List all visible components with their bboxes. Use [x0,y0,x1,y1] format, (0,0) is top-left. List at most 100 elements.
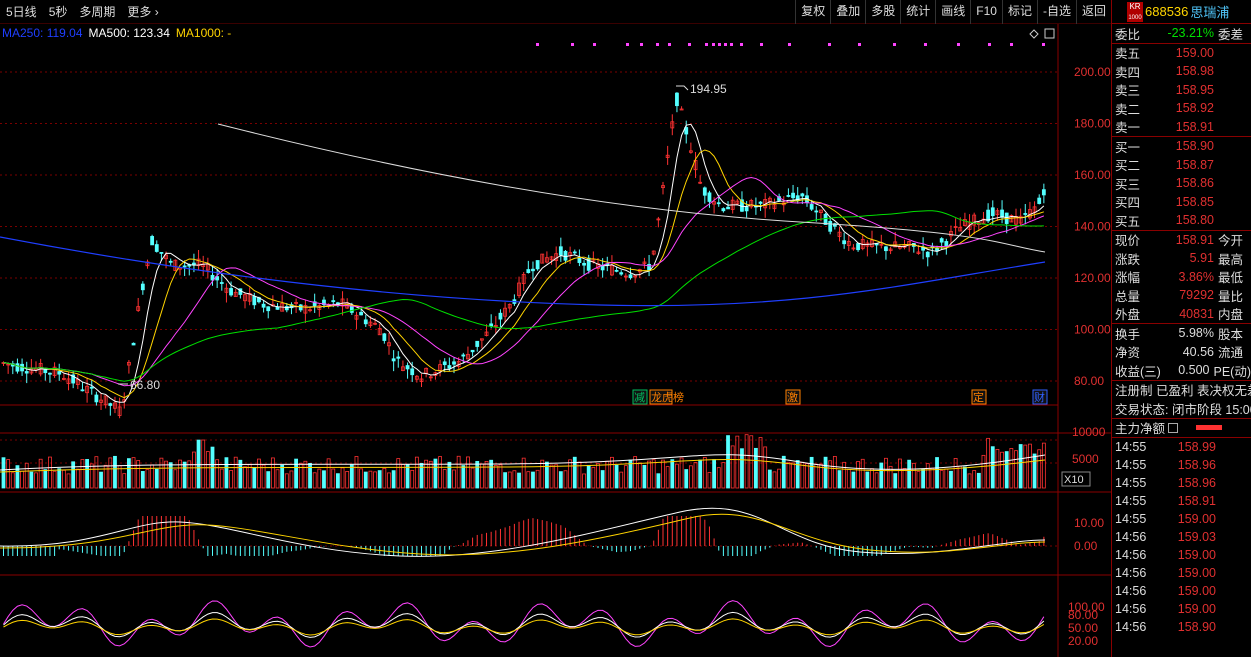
candle-body [266,306,271,312]
candle-body [377,328,382,336]
candle-body [284,306,289,311]
order-ratio-row: 委比 -23.21% 委差 [1112,24,1251,43]
volume-bar [80,459,85,489]
list-icon[interactable] [1168,422,1179,433]
volume-bar [280,464,285,489]
event-marker-label: 财 [1034,390,1045,404]
period-option-2[interactable]: 多周期 [79,5,116,19]
volume-bar [414,456,419,489]
candle-body [442,361,447,366]
tool-button-2[interactable]: 多股 [865,0,900,24]
candle-body [108,403,113,406]
quote-label: 涨幅 [1115,271,1141,286]
candle-body [698,181,703,184]
candle-body [884,246,888,252]
high-pointer [676,85,689,91]
net-flow-row[interactable]: 主力净额 [1112,419,1251,438]
volume-bar [52,470,57,489]
tick-list[interactable]: 14:55 158.99 14:55 158.96 14:55 158.96 14:55 15… [1112,438,1251,636]
quote-row: 总量 79292 量比 [1112,286,1251,305]
candle-body [1000,209,1004,218]
volume-bar [442,469,447,489]
stat-value: 5.98% [1178,326,1214,341]
price-axis-label: 200.00 [1074,65,1111,79]
volume-bar [159,457,164,489]
volume-bar [215,459,220,489]
macd-axis-label: 0.00 [1074,539,1098,553]
bid-label: 买三 [1115,177,1141,192]
volume-bar [507,471,512,489]
volume-bar [675,463,679,489]
high-label: 194.95 [690,82,727,96]
volume-bar [781,455,786,489]
volume-bar [897,458,902,489]
tool-button-4[interactable]: 画线 [935,0,970,24]
listing-info: 注册制 已盈利 表决权无差异 [1115,384,1251,399]
candles-group [1,92,1046,419]
tool-button-8[interactable]: 返回 [1075,0,1111,24]
volume-bar [252,467,257,489]
tool-button-5[interactable]: F10 [970,0,1002,24]
volume-bar [735,435,740,489]
volume-bar [261,464,266,489]
bid-label: 买一 [1115,140,1141,155]
candle-body [944,241,949,247]
candle-body [428,376,433,379]
candle-body [29,368,34,374]
volume-bar [591,466,596,489]
volume-bar [493,465,498,489]
period-option-0[interactable]: 5日线 [6,5,37,19]
candle-body [6,363,11,366]
period-option-1[interactable]: 5秒 [48,5,68,19]
kline-chart[interactable]: 200.00180.00160.00140.00120.00100.0080.0… [0,0,1111,657]
candle-body [363,319,368,325]
layout-icon [1044,28,1055,39]
candle-body [289,304,294,309]
volume-bar [656,473,661,489]
kr-badge-top: KR [1129,1,1141,11]
candle-body [675,92,679,107]
stock-code[interactable]: 688536 [1145,4,1189,19]
volume-bar [391,470,396,489]
event-marker-label: 龙虎榜 [651,390,684,404]
event-marker-label: 定 [973,390,984,404]
order-diff-label: 委差 [1218,27,1244,42]
tick-price: 159.00 [1177,512,1216,526]
candle-body [939,238,944,243]
event-dot [1042,43,1045,46]
volume-bar [29,471,34,489]
candle-body [89,386,94,389]
volume-bar [995,448,1000,489]
volume-bar [34,472,38,489]
stock-name[interactable]: 思瑞浦 [1190,5,1230,20]
candle-body [670,121,675,129]
volume-bar [684,469,689,489]
candle-body [373,322,377,325]
ma500-line [217,123,1046,253]
quote-label: 外盘 [1115,308,1141,323]
candle-body [893,241,898,248]
tool-button-7[interactable]: -自选 [1036,0,1076,24]
period-option-3[interactable]: 更多 › [127,5,159,19]
candle-body [772,204,777,210]
bid-row: 买二 158.87 [1112,156,1251,175]
ask-row: 卖二 158.92 [1112,99,1251,118]
tool-button-1[interactable]: 叠加 [830,0,865,24]
candle-body [828,221,833,232]
tool-button-3[interactable]: 统计 [900,0,935,24]
volume-bar [596,463,600,489]
kdj-j-line [3,600,1045,648]
tool-button-0[interactable]: 复权 [795,0,830,24]
volume-bar [767,469,772,489]
divider [1112,379,1251,381]
ask-label: 卖五 [1115,47,1141,62]
tool-button-6[interactable]: 标记 [1001,0,1037,24]
volume-bar [670,459,675,489]
stat-label: 换手 [1115,327,1141,342]
kr-badge-bottom: 1000 [1128,14,1142,21]
volume-bar [893,473,898,489]
bid-book: 买一 158.90 买二 158.87 买三 158.86 买四 158.85 买五 158.80 [1112,137,1251,230]
volume-bar [586,464,591,489]
candle-body [447,365,452,369]
